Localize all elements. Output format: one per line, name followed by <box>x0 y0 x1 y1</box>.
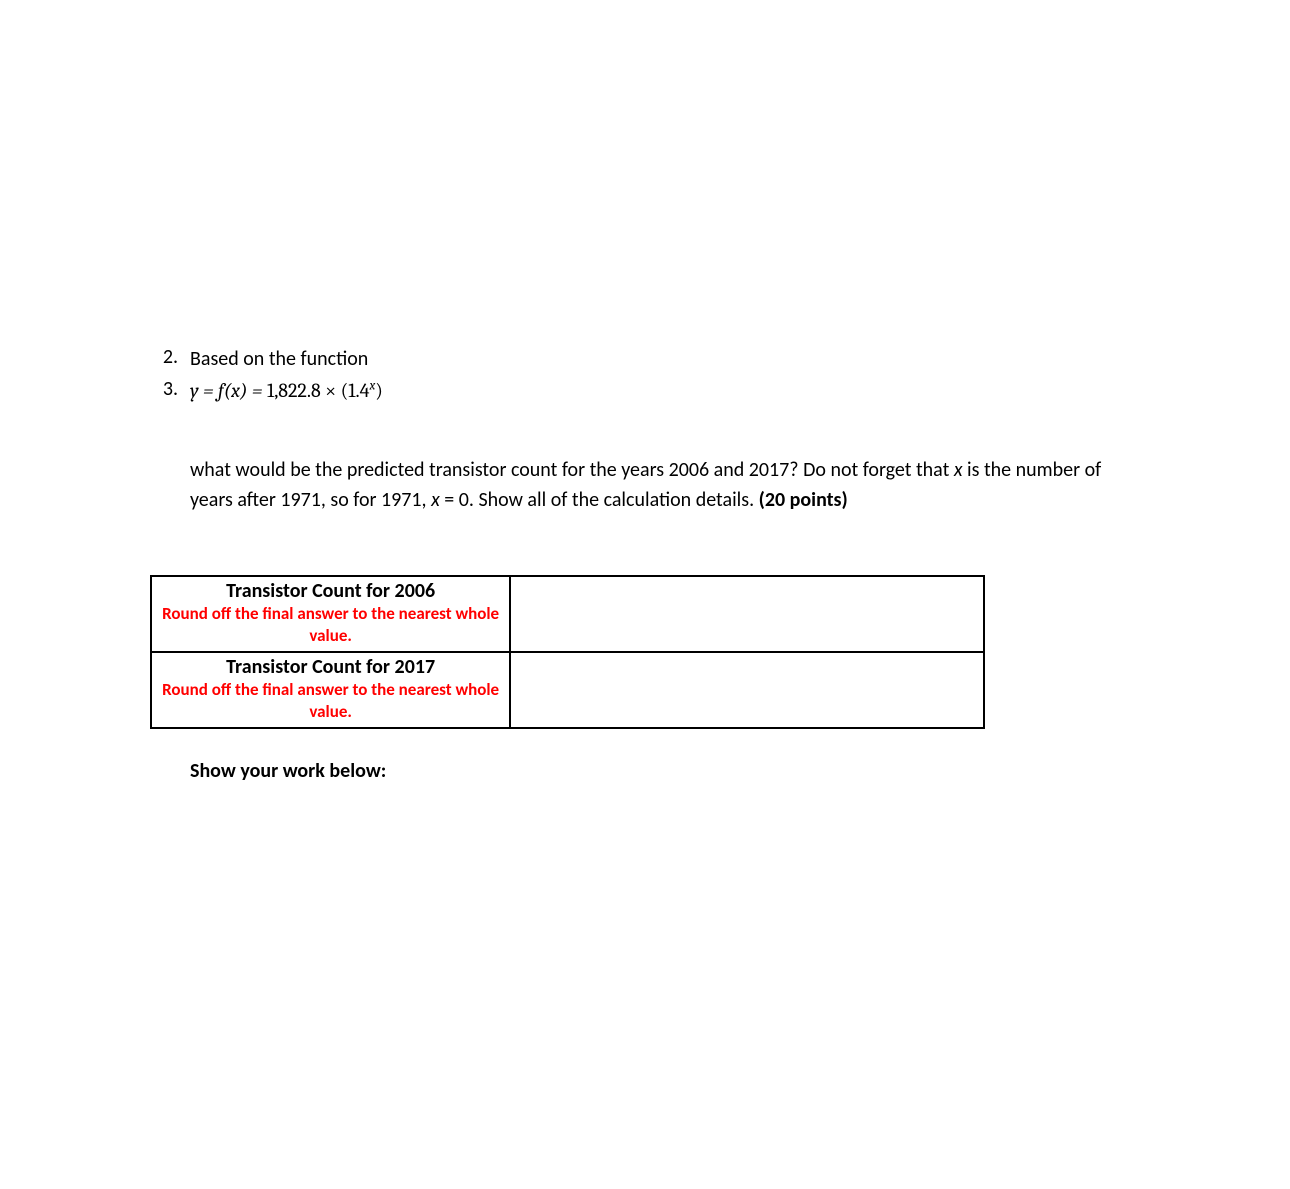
question-paragraph: what would be the predicted transistor c… <box>190 455 1140 515</box>
label-cell-2006: Transistor Count for 2006 Round off the … <box>151 576 510 652</box>
formula-times: × <box>321 379 341 402</box>
paragraph-var-x-2: x <box>431 488 440 512</box>
formula-base-close: ) <box>375 379 383 402</box>
answer-table: Transistor Count for 2006 Round off the … <box>150 575 985 729</box>
answer-cell-2006[interactable] <box>510 576 984 652</box>
table-row: Transistor Count for 2006 Round off the … <box>151 576 984 652</box>
paragraph-part1: what would be the predicted transistor c… <box>190 458 954 482</box>
answer-cell-2017[interactable] <box>510 652 984 728</box>
formula: y = f(x) = 1,822.8 × (1.4x) <box>190 377 1140 405</box>
paragraph-points: (20 points) <box>759 488 848 512</box>
label-sub-2006: Round off the final answer to the neares… <box>158 603 503 647</box>
formula-base-open: (1.4 <box>341 379 370 402</box>
label-sub-2017: Round off the final answer to the neares… <box>158 679 503 723</box>
show-work-label: Show your work below: <box>190 759 1140 783</box>
list-item-3: 3. y = f(x) = 1,822.8 × (1.4x) <box>150 377 1140 405</box>
label-title-2006: Transistor Count for 2006 <box>158 579 503 603</box>
list-item-2: 2. Based on the function <box>150 345 1140 373</box>
list-number-2: 2. <box>150 345 190 369</box>
formula-prefix: y = f(x) = <box>190 379 267 402</box>
formula-coefficient: 1,822.8 <box>267 379 321 402</box>
table-row: Transistor Count for 2017 Round off the … <box>151 652 984 728</box>
label-title-2017: Transistor Count for 2017 <box>158 655 503 679</box>
list-text-2: Based on the function <box>190 345 1140 373</box>
list-number-3: 3. <box>150 377 190 401</box>
paragraph-part3: = 0. Show all of the calculation details… <box>440 488 759 512</box>
label-cell-2017: Transistor Count for 2017 Round off the … <box>151 652 510 728</box>
